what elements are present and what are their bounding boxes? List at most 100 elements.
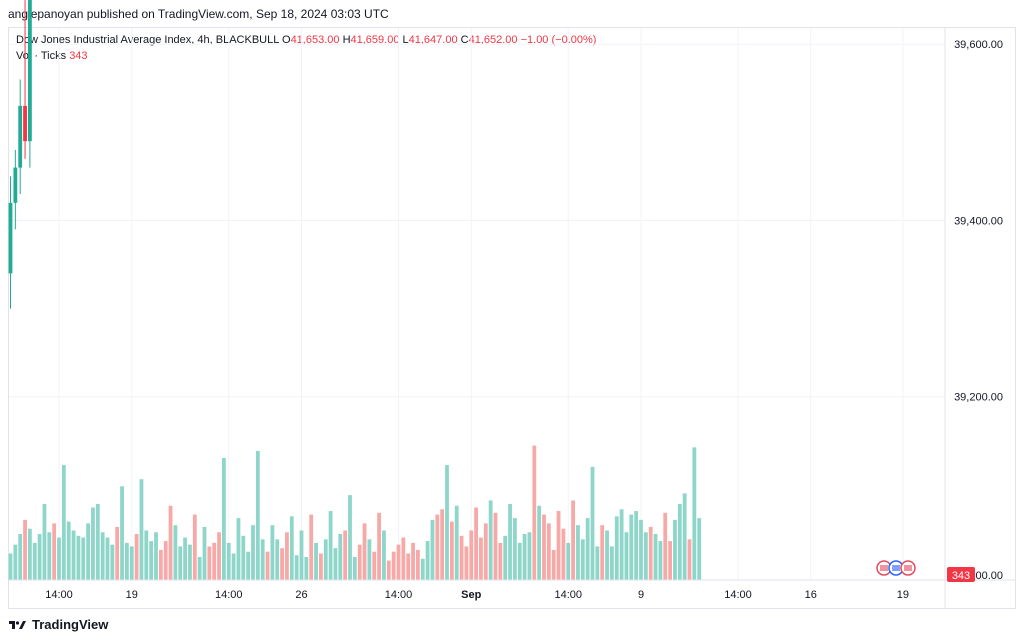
volume-bar [81, 537, 86, 580]
volume-bar [115, 526, 120, 580]
x-tick-label: 16 [805, 589, 817, 601]
volume-bar [527, 532, 532, 580]
volume-bar [362, 523, 367, 580]
volume-bar [440, 509, 445, 580]
volume-bar [406, 553, 411, 580]
volume-bar [653, 534, 658, 580]
candle-body [8, 202, 13, 274]
volume-bar [454, 505, 459, 580]
volume-bar [246, 551, 251, 580]
event-flag-stripes [904, 565, 912, 571]
volume-bar [352, 557, 357, 580]
volume-bar [328, 511, 333, 580]
volume-bar [522, 534, 527, 580]
volume-bar [542, 514, 546, 580]
x-tick-label: 19 [126, 589, 138, 601]
volume-bar [619, 509, 624, 580]
volume-bar [411, 542, 415, 580]
volume-bar [343, 530, 348, 580]
volume-bar [241, 535, 246, 580]
volume-bar [673, 519, 677, 580]
volume-value: 343 [69, 50, 88, 62]
volume-bar [251, 525, 255, 580]
y-tick-label: 39,600.00 [954, 39, 1003, 51]
volume-bar [692, 447, 697, 580]
tradingview-logo-icon [9, 620, 26, 629]
volume-bar [493, 512, 498, 580]
volume-bar [61, 465, 66, 580]
symbol-title[interactable]: Dow Jones Industrial Average Index, 4h, … [16, 34, 279, 46]
footer-brand[interactable]: TradingView [8, 617, 108, 632]
x-tick-label: 14:00 [385, 589, 413, 601]
volume-bar [32, 542, 37, 580]
volume-bar [416, 549, 420, 580]
volume-bar [449, 521, 454, 580]
volume-bar [52, 523, 57, 580]
volume-bar [585, 518, 590, 580]
volume-bar [42, 503, 47, 580]
footer-brand-label: TradingView [32, 617, 109, 632]
volume-bar [163, 541, 168, 580]
volume-bar [435, 514, 440, 580]
volume-bar [76, 535, 81, 580]
volume-bar [546, 523, 551, 580]
volume-bar [207, 546, 212, 580]
volume-bar [595, 546, 600, 580]
volume-bar [129, 546, 134, 580]
volume-bar [643, 532, 648, 580]
volume-bar [464, 546, 469, 580]
x-tick-label: 19 [897, 589, 909, 601]
x-tick-label: 9 [638, 589, 644, 601]
x-tick-label: 14:00 [724, 589, 752, 601]
volume-bar [260, 539, 265, 580]
y-tick-label: 39,400.00 [954, 215, 1003, 227]
volume-bar [469, 530, 474, 580]
volume-bar [275, 539, 280, 580]
volume-bar [139, 479, 144, 580]
volume-bar [430, 519, 435, 580]
volume-bar [576, 525, 580, 580]
open-value: 41,653.00 [290, 34, 340, 46]
volume-bar [57, 537, 61, 580]
volume-bar [154, 532, 158, 580]
volume-bar [677, 503, 682, 580]
volume-bar [600, 525, 605, 580]
close-value: 41,652.00 [468, 34, 518, 46]
volume-bar [309, 514, 314, 580]
volume-bar [459, 535, 464, 580]
x-tick-label: 26 [295, 589, 307, 601]
volume-bar [217, 532, 221, 580]
candle-body [18, 105, 23, 168]
volume-bar [323, 539, 328, 580]
volume-bar [37, 534, 42, 580]
event-flag-stripes [880, 565, 888, 571]
volume-bar [178, 546, 183, 580]
volume-bar [314, 542, 318, 580]
volume-bar [498, 542, 503, 580]
volume-bar [338, 534, 343, 580]
volume-bar [294, 555, 299, 580]
volume-bar [624, 532, 629, 580]
chart-frame [8, 27, 1016, 609]
volume-bar [551, 549, 556, 580]
volume-bar [66, 521, 71, 580]
volume-bar [134, 534, 139, 580]
event-flag-stripes [892, 565, 900, 571]
volume-bar [508, 503, 512, 580]
volume-bar [28, 528, 32, 580]
volume-bar [270, 525, 275, 580]
volume-bar [658, 541, 663, 580]
volume-bar [168, 505, 173, 580]
volume-bar [280, 548, 284, 580]
candle-body [28, 0, 32, 142]
volume-bar [197, 557, 202, 580]
volume-bar [100, 532, 105, 580]
volume-bar [382, 530, 386, 580]
high-label: H [342, 34, 351, 46]
volume-bar [648, 526, 653, 580]
volume-bar [503, 535, 508, 580]
volume-bar [556, 511, 561, 580]
volume-bar [420, 558, 425, 580]
volume-bar [687, 539, 692, 580]
